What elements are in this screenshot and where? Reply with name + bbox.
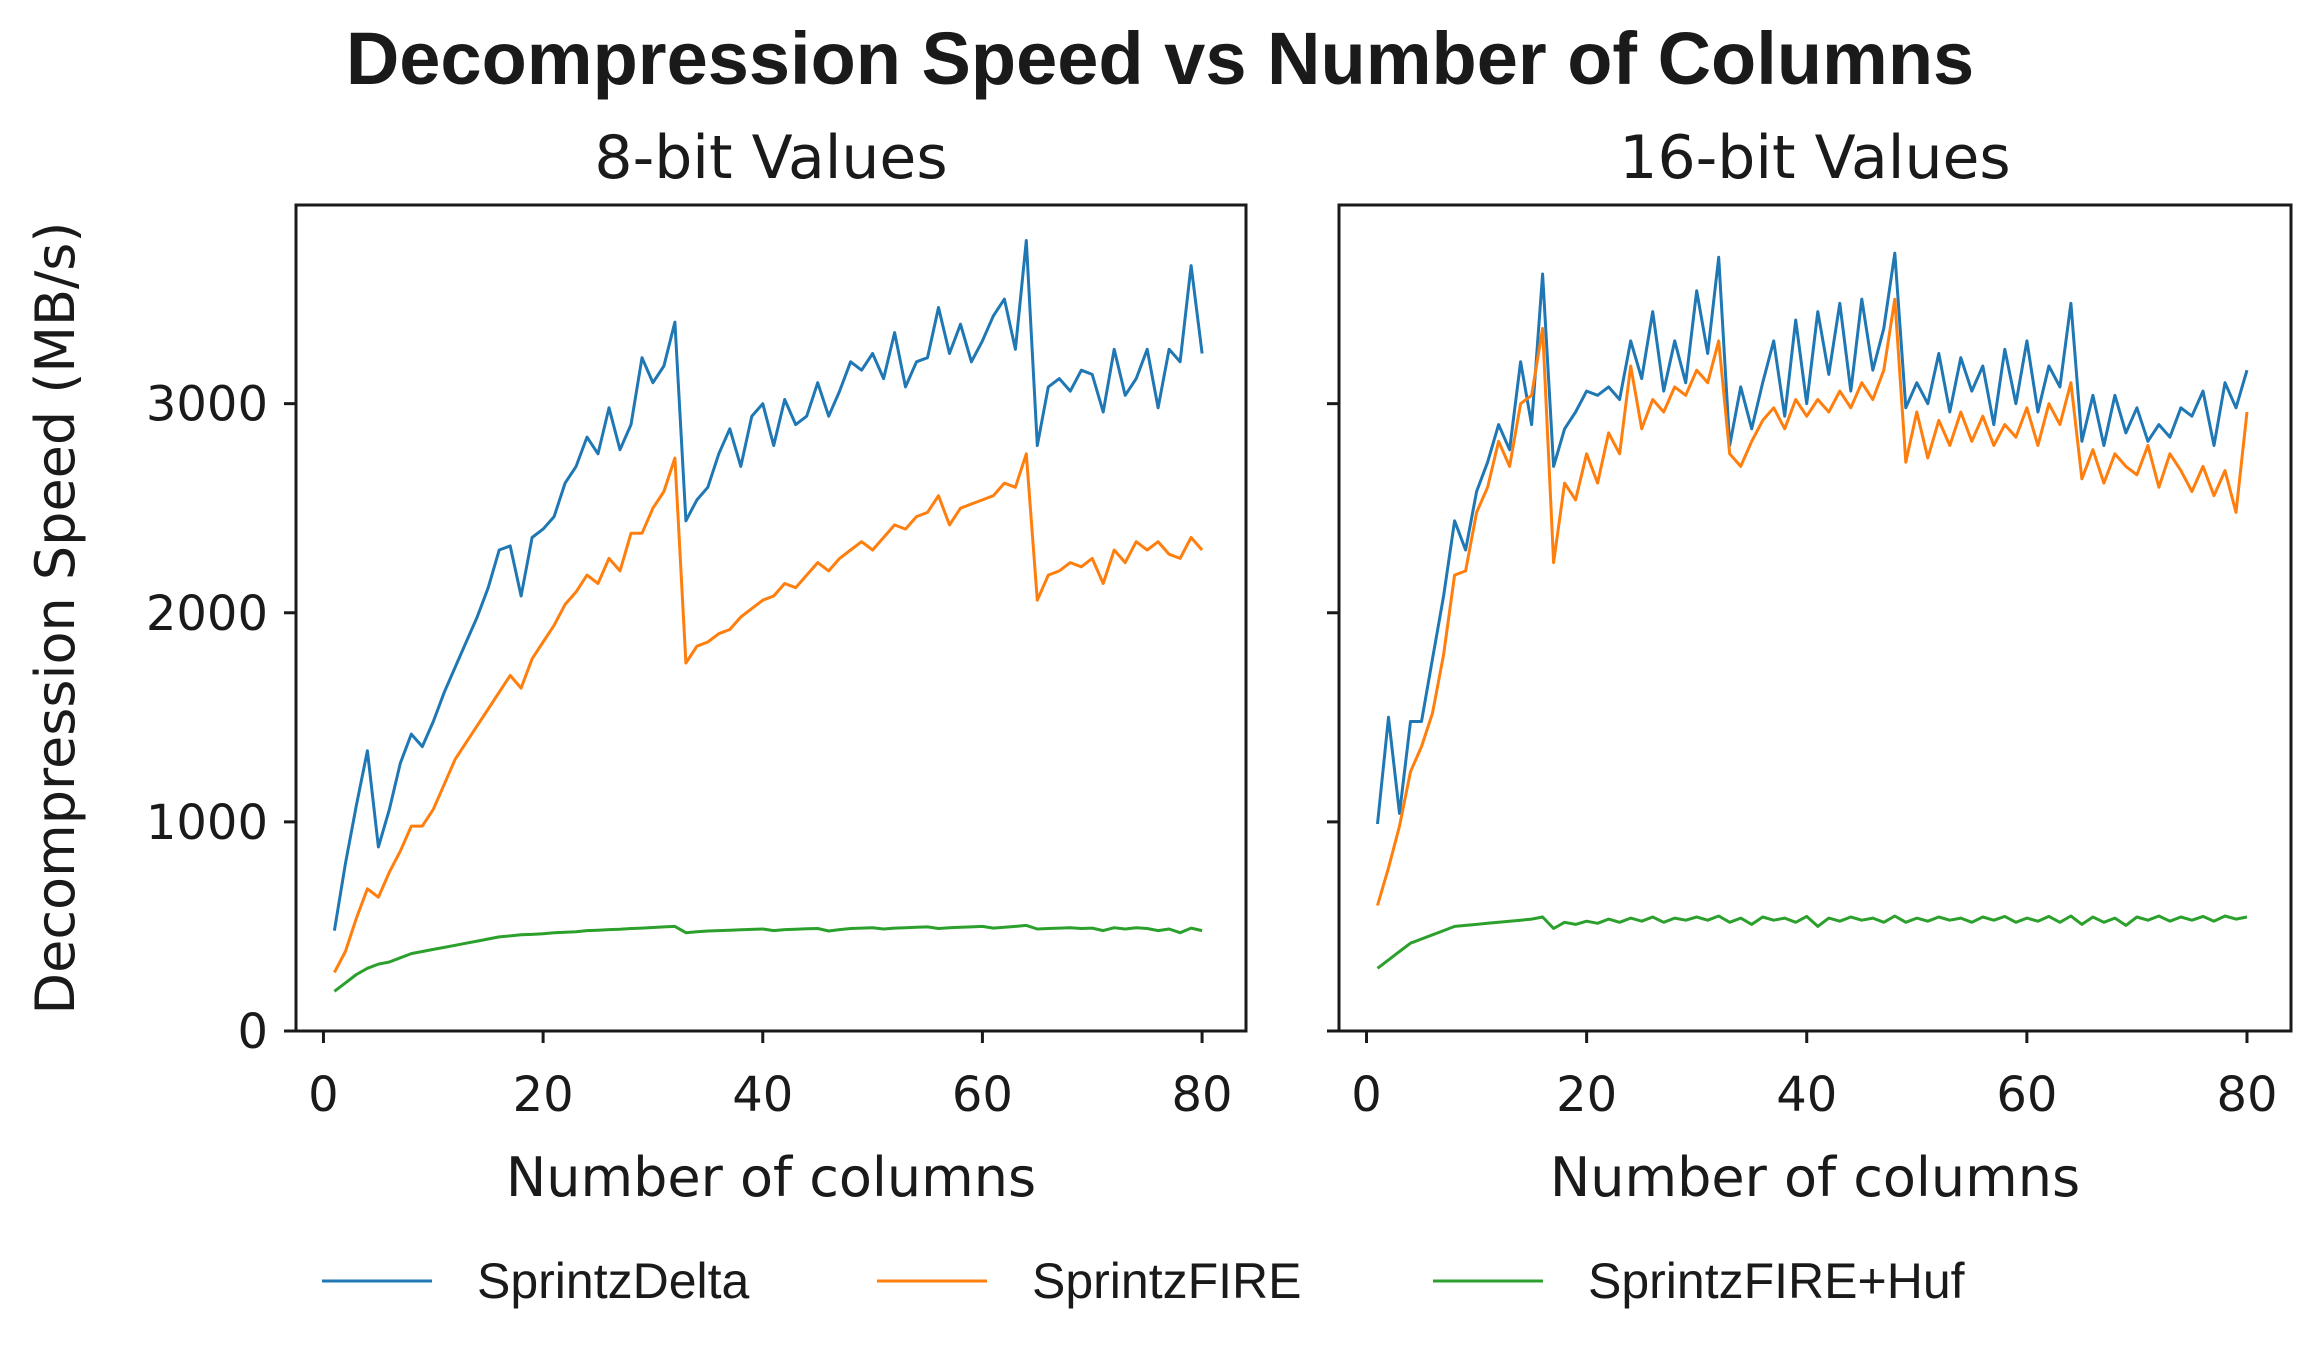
x-tick-label: 80	[1172, 1067, 1233, 1123]
legend-label-sprintzfire: SprintzFIRE	[1032, 1253, 1302, 1309]
plot-frame	[294, 203, 1248, 1033]
y-tick-label: 3000	[146, 377, 268, 433]
subplot-title: 8-bit Values	[594, 123, 947, 193]
series-line-sprintzfire	[1376, 297, 2249, 906]
series-line-sprintzdelta	[332, 239, 1204, 931]
x-tick-label: 0	[308, 1067, 339, 1123]
x-tick-label: 20	[513, 1067, 574, 1123]
x-tick-label: 60	[952, 1067, 1013, 1123]
x-axis-label: Number of columns	[506, 1146, 1036, 1209]
x-tick-label: 40	[732, 1067, 793, 1123]
x-tick-label: 0	[1351, 1067, 1382, 1123]
y-axis-label: Decompression Speed (MB/s)	[24, 222, 87, 1015]
x-tick-label: 20	[1556, 1067, 1617, 1123]
y-tick-label: 1000	[146, 795, 268, 851]
series-line-sprintzfire-huf	[1376, 914, 2248, 970]
x-axis-label: Number of columns	[1550, 1146, 2080, 1209]
subplot-title: 16-bit Values	[1619, 123, 2010, 193]
y-tick-label: 0	[237, 1004, 268, 1060]
series-line-sprintzfire-huf	[333, 923, 1203, 993]
y-tick-label: 2000	[146, 586, 268, 642]
x-tick-label: 40	[1776, 1067, 1837, 1123]
plot-frame	[1337, 203, 2293, 1033]
x-tick-label: 80	[2216, 1067, 2277, 1123]
chart-panel-16bit: 16-bit Values 0 20 40 60 80 Number of columns	[1327, 123, 2293, 1209]
x-tick-label: 60	[1996, 1067, 2057, 1123]
legend-label-sprintzdelta: SprintzDelta	[477, 1253, 750, 1309]
legend-label-sprintzfire-huf: SprintzFIRE+Huf	[1588, 1253, 1965, 1309]
figure-title: Decompression Speed vs Number of Columns	[346, 17, 1974, 100]
legend: SprintzDelta SprintzFIRE SprintzFIRE+Huf	[322, 1253, 1965, 1309]
series-line-sprintzfire	[333, 452, 1204, 974]
chart-panel-8bit: 8-bit Values 0 20 40 60 80 0 1000 2000 3000 Number…	[24, 123, 1248, 1209]
series-line-sprintzdelta	[1376, 251, 2249, 825]
